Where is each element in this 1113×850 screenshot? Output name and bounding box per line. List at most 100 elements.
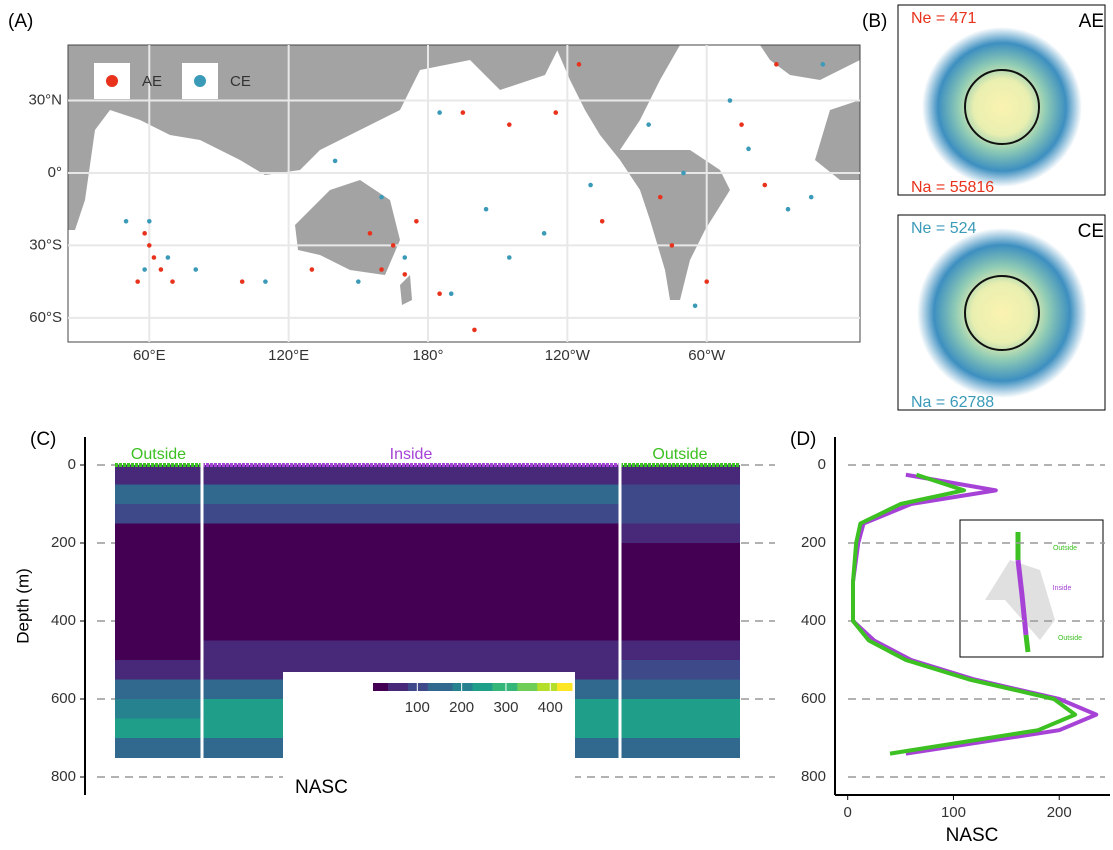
colorbar-cell [552, 683, 558, 691]
point [170, 279, 175, 284]
density-blob [917, 228, 1087, 398]
point [379, 267, 384, 272]
colorbar-cell [482, 683, 488, 691]
heat-cell [115, 465, 202, 485]
heat-cell [620, 621, 740, 641]
point [158, 267, 164, 272]
heat-cell [202, 621, 620, 641]
colorbar-label: 400 [538, 699, 563, 716]
colorbar-cell [502, 683, 508, 691]
eddy-circle [964, 275, 1040, 351]
eddy-circle [964, 69, 1040, 145]
colorbar-cell [422, 683, 429, 691]
point [448, 291, 454, 297]
na-label: Na = 62788 [911, 394, 994, 411]
colorbar-cell [487, 683, 493, 691]
x-tick-label: 200 [1047, 804, 1072, 821]
y-tick-label: 800 [801, 768, 826, 785]
y-tick-label: 600 [51, 690, 76, 707]
inset-line [1015, 559, 1029, 636]
point [151, 255, 157, 260]
point [746, 146, 751, 152]
heat-cell [115, 738, 202, 758]
point [576, 62, 582, 67]
dynamic: (A) 60°E 120°E 180° 120°W 60°W 30°N 0° 30°S 60°S A… [8, 10, 1110, 846]
profile-line [850, 472, 1099, 756]
point [123, 218, 129, 224]
colorbar-cell [537, 683, 543, 691]
inset-label: Inside [1053, 585, 1072, 592]
colorbar-cell [373, 683, 379, 691]
heat-cell [115, 484, 202, 505]
inset-label: Outside [1058, 635, 1082, 642]
colorbar-cell [427, 683, 434, 691]
point [762, 182, 768, 188]
heat-cell [620, 523, 740, 544]
y-tick-label: 400 [801, 612, 826, 629]
point [669, 243, 675, 248]
colorbar-label: 100 [405, 699, 430, 716]
point [785, 206, 791, 212]
colorbar-cell [392, 683, 399, 691]
colorbar-cell [517, 683, 523, 691]
box-name: CE [1078, 221, 1104, 242]
heat-cell [620, 718, 740, 739]
point [820, 62, 826, 67]
inset-line [1023, 634, 1031, 653]
heat-cell [202, 601, 620, 622]
x-tick-label: 0 [844, 804, 852, 821]
x-tick-label: 100 [941, 804, 966, 821]
heat-cell [620, 640, 740, 661]
point [263, 279, 268, 284]
heat-cell [620, 543, 740, 563]
colorbar-cell [567, 683, 573, 691]
panel-label: (B) [862, 11, 887, 32]
y-tick-label: 60°S [29, 309, 62, 326]
heat-cell [202, 562, 620, 583]
profile-line [850, 472, 1078, 756]
point [146, 243, 152, 248]
point [239, 279, 245, 284]
y-tick-label: 0 [818, 456, 826, 473]
colorbar-cell [507, 683, 513, 691]
y-axis-label: Depth (m) [13, 568, 32, 644]
point [402, 255, 408, 260]
heat-cell [620, 504, 740, 524]
heat-cell [202, 582, 620, 602]
point [460, 110, 466, 115]
y-tick-label: 400 [51, 612, 76, 629]
point [437, 110, 442, 115]
point [332, 158, 338, 164]
colorbar-cell [442, 683, 449, 691]
x-tick-label: 120°W [545, 347, 591, 364]
point [390, 243, 396, 248]
heat-cell [115, 718, 202, 739]
colorbar-cell [402, 683, 409, 691]
point [437, 291, 442, 297]
panel-label: (C) [30, 429, 56, 450]
heat-cell [202, 523, 620, 544]
point [646, 122, 651, 127]
colorbar-cell [412, 683, 419, 691]
heat-cell [620, 738, 740, 758]
point [165, 255, 171, 260]
point [739, 122, 744, 127]
colorbar-cell [472, 683, 478, 691]
point [588, 182, 593, 188]
colorbar-cell [377, 683, 384, 691]
point [483, 206, 489, 212]
heat-cell [620, 582, 740, 602]
panel-label: (A) [8, 11, 33, 32]
point [808, 194, 814, 200]
heat-cell [202, 484, 620, 505]
colorbar-cell [397, 683, 404, 691]
point [553, 110, 559, 115]
colorbar-cell [437, 683, 444, 691]
point [356, 279, 361, 284]
colorbar-cell [447, 683, 454, 691]
legend-label: AE [142, 73, 162, 90]
heat-cell [620, 660, 740, 680]
heat-cell [620, 562, 740, 583]
colorbar-cell [462, 683, 469, 691]
segment-label: Outside [131, 446, 186, 463]
